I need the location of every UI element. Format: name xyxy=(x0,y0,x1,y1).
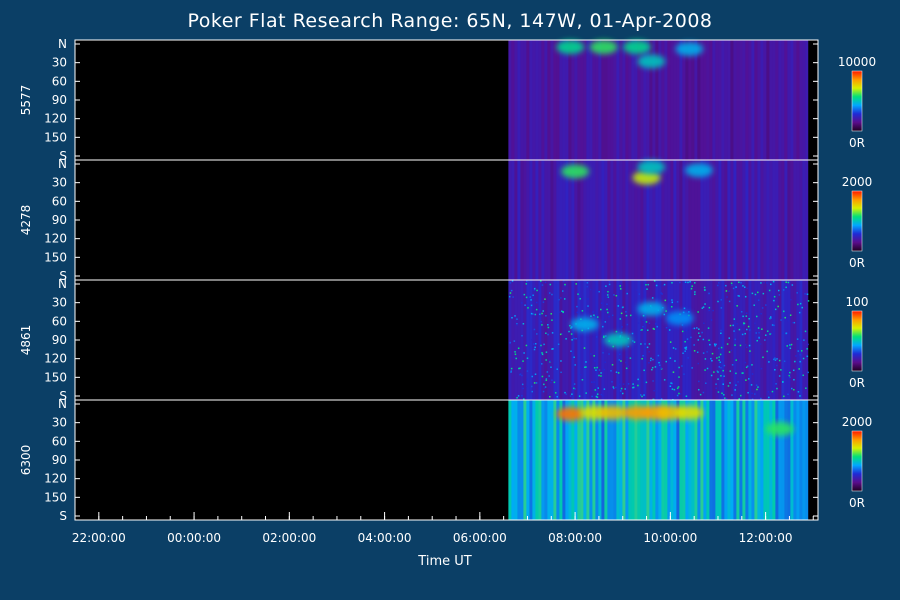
emission-feature xyxy=(637,160,666,175)
data-texture xyxy=(508,40,809,160)
x-tick-label: 08:00:00 xyxy=(548,531,602,545)
colorbar-max-label: 2000 xyxy=(842,175,873,189)
y-tick-label: 90 xyxy=(52,213,67,227)
emission-feature xyxy=(556,406,585,421)
y-tick-label: 90 xyxy=(52,333,67,347)
data-texture xyxy=(508,280,809,400)
colorbar xyxy=(851,310,863,372)
emission-feature xyxy=(665,311,694,326)
y-tick-label: N xyxy=(58,277,67,291)
panel-label: 4861 xyxy=(19,325,33,356)
y-tick-label: 120 xyxy=(44,232,67,246)
y-tick-label: 120 xyxy=(44,112,67,126)
y-tick-label: 150 xyxy=(44,490,67,504)
y-tick-label: 60 xyxy=(52,74,67,88)
x-tick-label: 00:00:00 xyxy=(167,531,221,545)
x-axis: 22:00:00 00:00:00 02:00:00 04:00:00 06:00:00… xyxy=(72,512,814,545)
emission-feature xyxy=(684,163,713,178)
colorbar xyxy=(851,70,863,132)
emission-feature xyxy=(556,40,585,55)
colorbar-min-label: 0R xyxy=(849,376,865,390)
emission-feature xyxy=(561,164,590,179)
y-tick-label: N xyxy=(58,397,67,411)
emission-feature xyxy=(589,40,618,55)
panel-4861: N 30 60 90 120 150 S 4861 100 0R xyxy=(19,277,868,403)
x-tick-label: 02:00:00 xyxy=(262,531,316,545)
colorbar-max-label: 10000 xyxy=(838,55,876,69)
colorbar-min-label: 0R xyxy=(849,496,865,510)
y-tick-label: 30 xyxy=(52,296,67,310)
colorbar-max-label: 2000 xyxy=(842,415,873,429)
y-tick-label: 120 xyxy=(44,352,67,366)
x-tick-label: 10:00:00 xyxy=(643,531,697,545)
y-tick-label: 30 xyxy=(52,416,67,430)
x-axis-label: Time UT xyxy=(418,554,472,569)
panel-label: 4278 xyxy=(19,205,33,236)
y-tick-label: 150 xyxy=(44,250,67,264)
y-tick-label: 90 xyxy=(52,453,67,467)
panel-6300: N 30 60 90 120 150 S 6300 2000 0R xyxy=(19,397,872,523)
y-tick-label: 90 xyxy=(52,93,67,107)
emission-feature xyxy=(637,54,666,69)
emission-feature xyxy=(675,405,704,420)
colorbar-max-label: 100 xyxy=(846,295,869,309)
emission-feature xyxy=(632,170,661,185)
chart-title: Poker Flat Research Range: 65N, 147W, 01… xyxy=(187,10,713,32)
colorbar xyxy=(851,190,863,252)
panel-4278: N 30 60 90 120 150 S 4278 2000 0R xyxy=(19,157,872,283)
data-texture xyxy=(508,400,809,520)
colorbar-min-label: 0R xyxy=(849,136,865,150)
x-tick-label: 04:00:00 xyxy=(358,531,412,545)
emission-feature xyxy=(623,40,652,55)
emission-feature xyxy=(637,301,666,316)
panel-label: 5577 xyxy=(19,85,33,116)
panel-5577: N 30 60 90 120 150 S 5577 10000 0R xyxy=(19,37,876,163)
y-tick-label: N xyxy=(58,37,67,51)
y-tick-label: 60 xyxy=(52,314,67,328)
y-tick-label: 150 xyxy=(44,370,67,384)
y-tick-label: 150 xyxy=(44,130,67,144)
y-tick-label: S xyxy=(59,149,67,163)
emission-feature xyxy=(603,333,632,347)
emission-feature xyxy=(570,317,599,332)
colorbar xyxy=(851,430,863,492)
data-texture xyxy=(508,160,809,280)
panel-label: 6300 xyxy=(19,445,33,476)
y-tick-label: S xyxy=(59,269,67,283)
y-tick-label: N xyxy=(58,157,67,171)
x-tick-label: 06:00:00 xyxy=(453,531,507,545)
y-tick-label: 60 xyxy=(52,194,67,208)
y-tick-label: S xyxy=(59,389,67,403)
x-tick-label: 22:00:00 xyxy=(72,531,126,545)
y-tick-label: S xyxy=(59,509,67,523)
emission-feature xyxy=(765,421,794,436)
x-tick-label: 12:00:00 xyxy=(739,531,793,545)
panel-frame xyxy=(74,399,819,521)
y-tick-label: 30 xyxy=(52,176,67,190)
y-tick-label: 60 xyxy=(52,434,67,448)
emission-feature xyxy=(675,41,704,56)
emission-feature xyxy=(599,405,628,420)
y-tick-label: 30 xyxy=(52,56,67,70)
colorbar-min-label: 0R xyxy=(849,256,865,270)
y-tick-label: 120 xyxy=(44,472,67,486)
